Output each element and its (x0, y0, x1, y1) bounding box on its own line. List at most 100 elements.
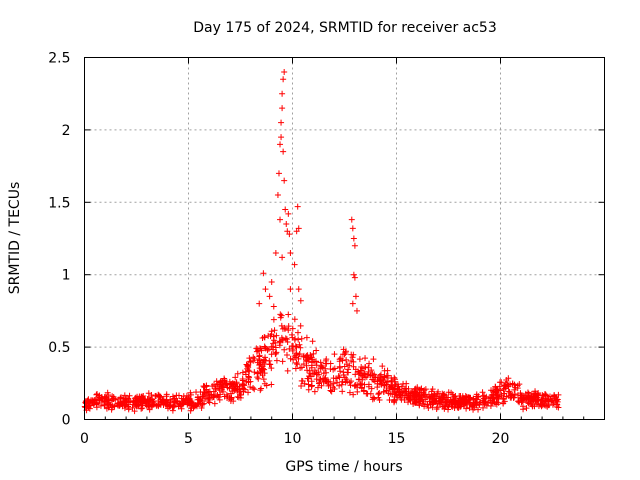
data-point (241, 386, 248, 393)
data-point (386, 385, 393, 392)
data-point (231, 387, 238, 394)
data-point (322, 365, 329, 372)
data-point (330, 380, 337, 387)
data-point (272, 249, 279, 256)
data-point (282, 335, 289, 342)
data-point (97, 402, 104, 409)
data-point (339, 388, 346, 395)
data-point (529, 403, 536, 410)
data-point (230, 380, 237, 387)
data-point (275, 170, 282, 177)
data-point (523, 395, 530, 402)
data-point (340, 346, 347, 353)
data-point (269, 343, 276, 350)
data-point (317, 377, 324, 384)
data-point (446, 399, 453, 406)
data-point (401, 397, 408, 404)
data-point (355, 376, 362, 383)
data-point (467, 400, 474, 407)
data-point (132, 402, 139, 409)
data-point (292, 354, 299, 361)
data-point (467, 394, 474, 401)
data-point (138, 405, 145, 412)
data-point (268, 278, 275, 285)
data-point (384, 378, 391, 385)
data-point (216, 379, 223, 386)
data-point (298, 377, 305, 384)
data-point (542, 391, 549, 398)
data-point (334, 379, 341, 386)
data-point (255, 375, 262, 382)
data-point (242, 371, 249, 378)
data-point (328, 388, 335, 395)
x-tick-label: 20 (492, 431, 510, 447)
data-point (234, 386, 241, 393)
data-point (470, 406, 477, 413)
data-point (305, 358, 312, 365)
data-point (500, 400, 507, 407)
data-point (283, 336, 290, 343)
data-point (178, 405, 185, 412)
data-point (268, 381, 275, 388)
data-point (418, 394, 425, 401)
data-point (349, 354, 356, 361)
data-point (546, 402, 553, 409)
data-point (445, 406, 452, 413)
data-point (289, 334, 296, 341)
data-point (259, 372, 266, 379)
data-point (241, 382, 248, 389)
data-point (272, 339, 279, 346)
data-point (137, 398, 144, 405)
data-point (260, 270, 267, 277)
data-point (281, 177, 288, 184)
data-point (98, 394, 105, 401)
x-tick-label: 5 (184, 431, 193, 447)
y-tick-label: 2 (62, 123, 71, 139)
data-point (384, 367, 391, 374)
data-point (548, 397, 555, 404)
data-point (218, 386, 225, 393)
data-point (500, 395, 507, 402)
data-point (147, 397, 154, 404)
data-point (376, 396, 383, 403)
data-point (188, 398, 195, 405)
data-point (540, 400, 547, 407)
data-point (516, 399, 523, 406)
data-point (355, 368, 362, 375)
data-point (332, 375, 339, 382)
data-point (492, 383, 499, 390)
data-point (279, 105, 286, 112)
data-point (147, 396, 154, 403)
data-point (187, 389, 194, 396)
data-point (493, 394, 500, 401)
data-point (348, 216, 355, 223)
data-point (413, 396, 420, 403)
data-point (433, 406, 440, 413)
data-point (216, 396, 223, 403)
data-point (425, 405, 432, 412)
data-point (239, 375, 246, 382)
data-point (438, 399, 445, 406)
data-point (296, 341, 303, 348)
data-point (420, 398, 427, 405)
data-point (313, 376, 320, 383)
data-point (375, 391, 382, 398)
data-point (297, 364, 304, 371)
data-point (279, 358, 286, 365)
data-point (327, 387, 334, 394)
data-point (507, 381, 514, 388)
data-point (497, 387, 504, 394)
data-point (527, 393, 534, 400)
data-point (243, 378, 250, 385)
data-point (281, 346, 288, 353)
data-point (554, 401, 561, 408)
data-point (296, 351, 303, 358)
data-point (421, 403, 428, 410)
data-point (280, 76, 287, 83)
data-point (391, 397, 398, 404)
data-point (286, 231, 293, 238)
data-point (363, 390, 370, 397)
data-point (245, 389, 252, 396)
data-point (277, 216, 284, 223)
